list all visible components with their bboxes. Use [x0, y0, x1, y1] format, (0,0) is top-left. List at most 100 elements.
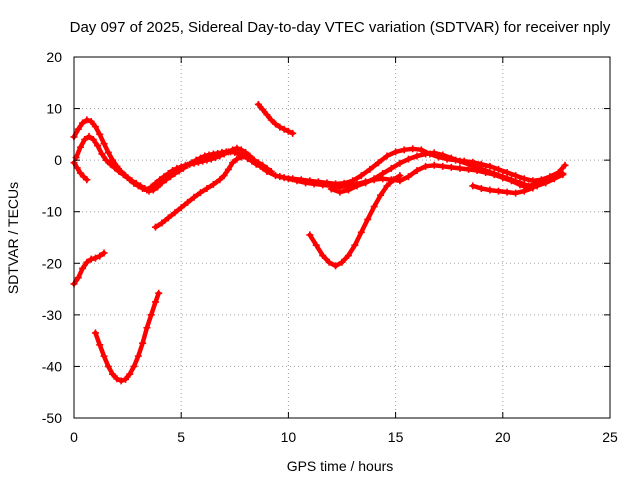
data-point [233, 144, 241, 152]
data-point [91, 329, 99, 337]
data-point [542, 177, 550, 185]
y-tick-label: 0 [54, 152, 62, 168]
data-point [237, 153, 245, 161]
data-point [520, 175, 528, 183]
series-trace-7 [254, 100, 297, 137]
data-point [289, 129, 297, 137]
data-point [430, 149, 438, 157]
y-tick-label: -20 [42, 255, 62, 271]
data-point [111, 164, 119, 172]
data-point [246, 153, 254, 161]
data-point [284, 175, 292, 183]
data-point [413, 152, 421, 160]
data-point [102, 156, 110, 164]
data-point [113, 375, 121, 383]
data-point [83, 258, 91, 266]
data-point [106, 160, 114, 168]
data-point [254, 159, 262, 167]
data-point [327, 185, 335, 193]
data-point [124, 174, 132, 182]
chart-title: Day 097 of 2025, Sidereal Day-to-day VTE… [70, 19, 611, 36]
data-point [179, 164, 187, 172]
x-axis-label: GPS time / hours [287, 458, 394, 474]
data-point [319, 252, 327, 260]
data-point [456, 164, 464, 172]
data-point [76, 169, 84, 177]
y-tick-label: -10 [42, 204, 62, 220]
data-point [151, 223, 159, 231]
data-series [70, 100, 569, 385]
data-point [139, 339, 147, 347]
data-point [117, 377, 125, 385]
data-point [229, 159, 237, 167]
data-point [130, 362, 138, 370]
data-point [91, 123, 99, 131]
data-point [396, 159, 404, 167]
data-point [109, 156, 117, 164]
data-point [158, 219, 166, 227]
x-tick-label: 5 [177, 429, 185, 445]
data-point [520, 187, 528, 195]
data-point [145, 187, 153, 195]
data-point [79, 264, 87, 272]
data-point [344, 186, 352, 194]
y-axis-label: SDTVAR / TECUs [5, 182, 21, 294]
data-point [188, 159, 196, 167]
series-trace-12 [469, 182, 537, 197]
data-point [357, 172, 365, 180]
data-point [512, 189, 520, 197]
y-tick-label: -40 [42, 358, 62, 374]
data-point [115, 167, 123, 175]
data-point [104, 362, 112, 370]
data-point [353, 182, 361, 190]
x-tick-label: 15 [388, 429, 404, 445]
data-point [76, 143, 84, 151]
data-point [439, 151, 447, 159]
data-point [214, 149, 222, 157]
data-point [154, 183, 162, 191]
data-point [490, 170, 498, 178]
data-point [310, 180, 318, 188]
data-point [164, 214, 172, 222]
data-point [516, 179, 524, 187]
data-point [550, 174, 558, 182]
data-point [119, 171, 127, 179]
series-trace-4 [70, 249, 108, 288]
data-point [83, 176, 91, 184]
series-trace-6 [151, 152, 275, 231]
data-point [162, 176, 170, 184]
x-tick-label: 0 [70, 429, 78, 445]
x-tick-label: 10 [281, 429, 297, 445]
data-point [128, 177, 136, 185]
data-point [409, 145, 417, 153]
data-point [147, 311, 155, 319]
data-point [94, 142, 102, 150]
y-tick-label: -30 [42, 307, 62, 323]
data-point [263, 167, 271, 175]
data-point [370, 203, 378, 211]
data-point [319, 181, 327, 189]
data-point [151, 298, 159, 306]
data-point [306, 231, 314, 239]
data-point [336, 188, 344, 196]
data-point [284, 127, 292, 135]
data-point [83, 116, 91, 124]
data-point [495, 165, 503, 173]
data-point [143, 324, 151, 332]
data-point [392, 148, 400, 156]
series-trace-5 [91, 289, 163, 385]
data-point [220, 172, 228, 180]
data-point [81, 136, 89, 144]
data-point [477, 185, 485, 193]
data-point [400, 146, 408, 154]
data-point [155, 289, 163, 297]
data-point [171, 170, 179, 178]
series-line [329, 150, 566, 195]
data-point [100, 249, 108, 257]
data-point [486, 186, 494, 194]
data-point [96, 252, 104, 260]
data-point [87, 255, 95, 263]
data-point [422, 150, 430, 158]
data-point [276, 123, 284, 131]
